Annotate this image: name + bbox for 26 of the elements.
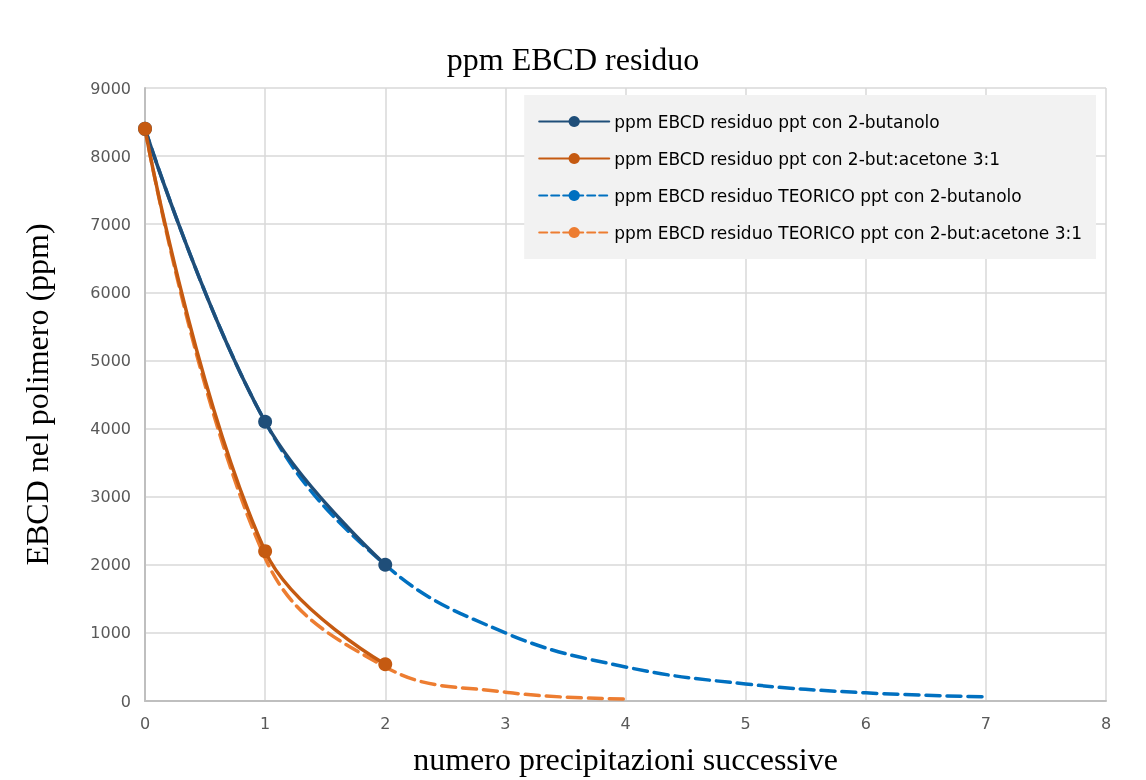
y-tick-label: 4000 bbox=[90, 419, 131, 439]
y-tick-label: 6000 bbox=[90, 282, 131, 302]
y-tick-label: 9000 bbox=[90, 78, 131, 98]
chart-title: ppm EBCD residuo bbox=[446, 41, 700, 77]
x-tick-label: 8 bbox=[1100, 713, 1112, 733]
x-tick-label: 5 bbox=[740, 713, 751, 733]
y-tick-label: 8000 bbox=[90, 146, 131, 166]
x-axis-title: numero precipitazioni successive bbox=[413, 741, 838, 777]
y-tick-label: 0 bbox=[120, 691, 131, 711]
y-tick-label: 1000 bbox=[90, 623, 131, 643]
y-axis-title: EBCD nel polimero (ppm) bbox=[19, 223, 55, 566]
legend-label: ppm EBCD residuo TEORICO ppt con 2-but:acetone 3:1 bbox=[614, 222, 1083, 243]
x-tick-label: 0 bbox=[139, 713, 151, 733]
y-tick-label: 5000 bbox=[90, 350, 131, 370]
x-tick-label: 3 bbox=[500, 713, 511, 733]
x-tick-label: 7 bbox=[980, 713, 991, 733]
y-tick-label: 7000 bbox=[90, 214, 131, 234]
legend-label: ppm EBCD residuo TEORICO ppt con 2-butanolo bbox=[614, 185, 1022, 206]
x-tick-label: 6 bbox=[860, 713, 871, 733]
y-tick-label: 3000 bbox=[90, 487, 131, 507]
y-tick-label: 2000 bbox=[90, 555, 131, 575]
x-tick-label: 2 bbox=[380, 713, 391, 733]
legend-label: ppm EBCD residuo ppt con 2-but:acetone 3:1 bbox=[614, 148, 1001, 169]
x-tick-label: 1 bbox=[260, 713, 271, 733]
x-tick-label: 4 bbox=[620, 713, 631, 733]
legend-label: ppm EBCD residuo ppt con 2-butanolo bbox=[614, 111, 940, 132]
